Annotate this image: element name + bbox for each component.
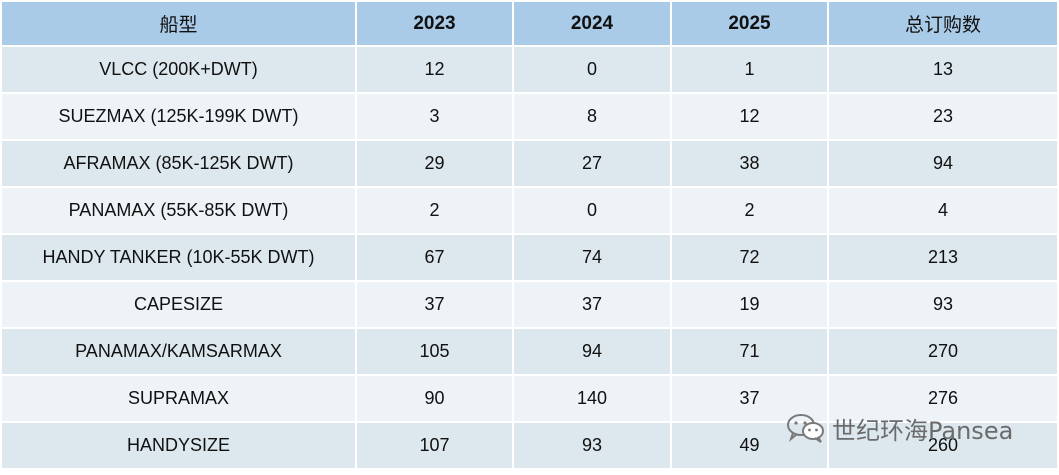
cell-2023: 107 (355, 421, 514, 470)
cell-2023: 105 (355, 327, 514, 376)
cell-total: 23 (827, 92, 1059, 141)
cell-2025: 49 (670, 421, 829, 470)
cell-2023: 2 (355, 186, 514, 235)
cell-2024: 37 (512, 280, 672, 329)
header-ship-type: 船型 (0, 0, 357, 47)
header-row: 船型 2023 2024 2025 总订购数 (0, 0, 1059, 47)
cell-ship-type: AFRAMAX (85K-125K DWT) (0, 139, 357, 188)
cell-2024: 94 (512, 327, 672, 376)
cell-total: 93 (827, 280, 1059, 329)
cell-2023: 12 (355, 45, 514, 94)
cell-ship-type: HANDYSIZE (0, 421, 357, 470)
cell-ship-type: VLCC (200K+DWT) (0, 45, 357, 94)
header-2025: 2025 (670, 0, 829, 47)
cell-ship-type: PANAMAX (55K-85K DWT) (0, 186, 357, 235)
cell-ship-type: CAPESIZE (0, 280, 357, 329)
cell-ship-type: SUEZMAX (125K-199K DWT) (0, 92, 357, 141)
cell-2024: 27 (512, 139, 672, 188)
cell-2023: 67 (355, 233, 514, 282)
table-row: AFRAMAX (85K-125K DWT) 29 27 38 94 (0, 139, 1059, 188)
cell-total: 213 (827, 233, 1059, 282)
header-2023: 2023 (355, 0, 514, 47)
cell-2025: 38 (670, 139, 829, 188)
table-row: SUPRAMAX 90 140 37 276 (0, 374, 1059, 423)
table-row: PANAMAX (55K-85K DWT) 2 0 2 4 (0, 186, 1059, 235)
table-row: HANDYSIZE 107 93 49 260 (0, 421, 1059, 470)
cell-total: 94 (827, 139, 1059, 188)
header-2024: 2024 (512, 0, 672, 47)
cell-2024: 0 (512, 45, 672, 94)
cell-2024: 140 (512, 374, 672, 423)
table-row: HANDY TANKER (10K-55K DWT) 67 74 72 213 (0, 233, 1059, 282)
cell-ship-type: HANDY TANKER (10K-55K DWT) (0, 233, 357, 282)
cell-2025: 37 (670, 374, 829, 423)
cell-2023: 90 (355, 374, 514, 423)
table-row: CAPESIZE 37 37 19 93 (0, 280, 1059, 329)
cell-2023: 37 (355, 280, 514, 329)
table-row: VLCC (200K+DWT) 12 0 1 13 (0, 45, 1059, 94)
cell-2025: 12 (670, 92, 829, 141)
cell-2024: 93 (512, 421, 672, 470)
table-body: VLCC (200K+DWT) 12 0 1 13 SUEZMAX (125K-199K … (0, 45, 1059, 470)
cell-total: 4 (827, 186, 1059, 235)
cell-total: 270 (827, 327, 1059, 376)
cell-ship-type: PANAMAX/KAMSARMAX (0, 327, 357, 376)
table-row: PANAMAX/KAMSARMAX 105 94 71 270 (0, 327, 1059, 376)
header-total: 总订购数 (827, 0, 1059, 47)
cell-ship-type: SUPRAMAX (0, 374, 357, 423)
table-row: SUEZMAX (125K-199K DWT) 3 8 12 23 (0, 92, 1059, 141)
cell-2024: 8 (512, 92, 672, 141)
cell-total: 13 (827, 45, 1059, 94)
cell-2025: 1 (670, 45, 829, 94)
cell-2023: 3 (355, 92, 514, 141)
cell-total: 276 (827, 374, 1059, 423)
cell-2024: 74 (512, 233, 672, 282)
cell-2024: 0 (512, 186, 672, 235)
cell-2023: 29 (355, 139, 514, 188)
cell-2025: 72 (670, 233, 829, 282)
cell-2025: 19 (670, 280, 829, 329)
cell-total: 260 (827, 421, 1059, 470)
cell-2025: 71 (670, 327, 829, 376)
cell-2025: 2 (670, 186, 829, 235)
